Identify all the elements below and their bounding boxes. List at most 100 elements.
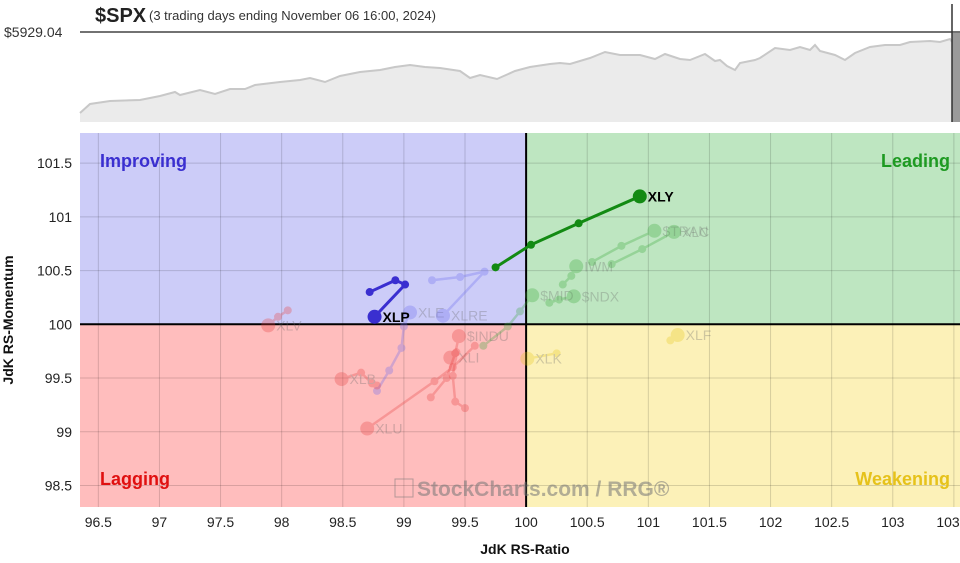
series-label[interactable]: XLI bbox=[458, 350, 479, 366]
tail-point[interactable] bbox=[555, 295, 564, 304]
series-label[interactable]: $TRAN bbox=[662, 223, 708, 239]
tail-line bbox=[591, 229, 655, 264]
tail-point[interactable] bbox=[283, 306, 292, 315]
tail-point[interactable] bbox=[399, 322, 408, 331]
series-iwm[interactable]: IWM bbox=[558, 258, 613, 289]
quadrant-label-weakening: Weakening bbox=[855, 469, 950, 489]
series-label[interactable]: XLP bbox=[383, 309, 410, 325]
tail-point[interactable] bbox=[491, 263, 500, 272]
tail-point[interactable] bbox=[480, 267, 489, 276]
tail-point[interactable] bbox=[552, 349, 561, 358]
tail-point[interactable] bbox=[479, 341, 488, 350]
series-label[interactable]: XLF bbox=[686, 327, 712, 343]
series-label[interactable]: XLY bbox=[648, 188, 675, 204]
head-point[interactable] bbox=[525, 288, 540, 303]
series-xle[interactable]: XLE bbox=[373, 304, 444, 395]
series-xly[interactable]: XLY bbox=[491, 188, 675, 272]
tail-point[interactable] bbox=[391, 276, 400, 285]
tail-point[interactable] bbox=[574, 219, 583, 228]
tail-point[interactable] bbox=[567, 271, 576, 280]
series-xlre[interactable]: XLRE bbox=[428, 267, 489, 324]
tail-point[interactable] bbox=[588, 257, 597, 266]
tail-point[interactable] bbox=[470, 341, 479, 350]
tail-point[interactable] bbox=[357, 368, 366, 377]
tail-line bbox=[561, 265, 578, 286]
sparkline-line bbox=[79, 37, 953, 114]
series-label[interactable]: IWM bbox=[584, 258, 613, 274]
y-tick-label: 99.5 bbox=[45, 370, 72, 386]
head-point[interactable] bbox=[632, 189, 647, 204]
tail-point[interactable] bbox=[558, 280, 567, 289]
head-point[interactable] bbox=[647, 223, 662, 238]
series-xlk[interactable]: XLK bbox=[520, 349, 562, 367]
tail-point[interactable] bbox=[617, 241, 626, 250]
tail-point[interactable] bbox=[456, 273, 465, 282]
y-tick-label: 100.5 bbox=[37, 263, 72, 279]
series-indu[interactable]: $INDU bbox=[426, 328, 509, 402]
tail-point[interactable] bbox=[545, 298, 554, 307]
tail-point[interactable] bbox=[373, 381, 381, 390]
series-label[interactable]: $NDX bbox=[582, 288, 620, 304]
tail-point[interactable] bbox=[452, 348, 461, 357]
head-point[interactable] bbox=[436, 308, 450, 323]
tail-point[interactable] bbox=[442, 374, 451, 383]
tail-point[interactable] bbox=[430, 377, 439, 386]
series-label[interactable]: XLC bbox=[682, 224, 709, 240]
tail-point[interactable] bbox=[451, 397, 460, 406]
tail-line bbox=[449, 349, 466, 410]
series-label[interactable]: $MID bbox=[540, 287, 573, 303]
tail-point[interactable] bbox=[373, 386, 381, 395]
tail-point[interactable] bbox=[401, 280, 410, 289]
head-point[interactable] bbox=[261, 318, 276, 333]
tail-point[interactable] bbox=[365, 288, 374, 297]
x-tick-label: 98 bbox=[274, 514, 290, 530]
series-label[interactable]: XLV bbox=[276, 317, 302, 333]
series-label[interactable]: $INDU bbox=[467, 328, 509, 344]
tail-point[interactable] bbox=[527, 240, 535, 249]
tail-point[interactable] bbox=[638, 245, 647, 254]
tail-point[interactable] bbox=[516, 307, 524, 316]
tail-point[interactable] bbox=[451, 349, 460, 358]
series-label[interactable]: XLE bbox=[418, 304, 444, 320]
tail-point[interactable] bbox=[368, 379, 377, 388]
head-point[interactable] bbox=[520, 351, 535, 366]
series-label[interactable]: XLB bbox=[350, 371, 376, 387]
head-point[interactable] bbox=[360, 421, 375, 436]
series-xlu[interactable]: XLU bbox=[360, 341, 479, 437]
tail-point[interactable] bbox=[503, 322, 512, 331]
series-xlb[interactable]: XLB bbox=[334, 368, 381, 390]
series-tran[interactable]: $TRAN bbox=[588, 223, 708, 266]
series-label[interactable]: XLU bbox=[375, 421, 402, 437]
sparkline-area bbox=[80, 39, 952, 122]
series-xlf[interactable]: XLF bbox=[666, 327, 712, 345]
tail-point[interactable] bbox=[666, 336, 675, 345]
series-xlv[interactable]: XLV bbox=[261, 306, 302, 333]
tail-point[interactable] bbox=[607, 260, 616, 269]
head-point[interactable] bbox=[334, 372, 349, 387]
date-range-handle[interactable] bbox=[952, 33, 960, 122]
tail-point[interactable] bbox=[448, 371, 457, 380]
head-point[interactable] bbox=[566, 289, 581, 304]
tail-point[interactable] bbox=[448, 363, 457, 372]
head-point[interactable] bbox=[667, 224, 681, 239]
tail-point[interactable] bbox=[397, 343, 406, 352]
head-point[interactable] bbox=[443, 350, 458, 365]
tail-point[interactable] bbox=[461, 404, 469, 413]
series-mid[interactable]: $MID bbox=[479, 287, 574, 350]
series-xli[interactable]: XLI bbox=[443, 348, 479, 413]
series-label[interactable]: XLK bbox=[535, 351, 562, 367]
tail-point[interactable] bbox=[274, 312, 282, 321]
head-point[interactable] bbox=[569, 259, 584, 274]
series-xlc[interactable]: XLC bbox=[607, 224, 710, 269]
tail-point[interactable] bbox=[385, 366, 394, 375]
tail-point[interactable] bbox=[426, 393, 435, 402]
series-xlp[interactable]: XLP bbox=[365, 276, 410, 325]
head-point[interactable] bbox=[367, 309, 382, 324]
tail-point[interactable] bbox=[428, 276, 436, 285]
head-point[interactable] bbox=[451, 329, 466, 344]
head-point[interactable] bbox=[403, 305, 417, 320]
head-point[interactable] bbox=[670, 328, 685, 343]
series-label[interactable]: XLRE bbox=[451, 308, 488, 324]
series-ndx[interactable]: $NDX bbox=[545, 288, 620, 307]
x-tick-label: 101 bbox=[637, 514, 661, 530]
